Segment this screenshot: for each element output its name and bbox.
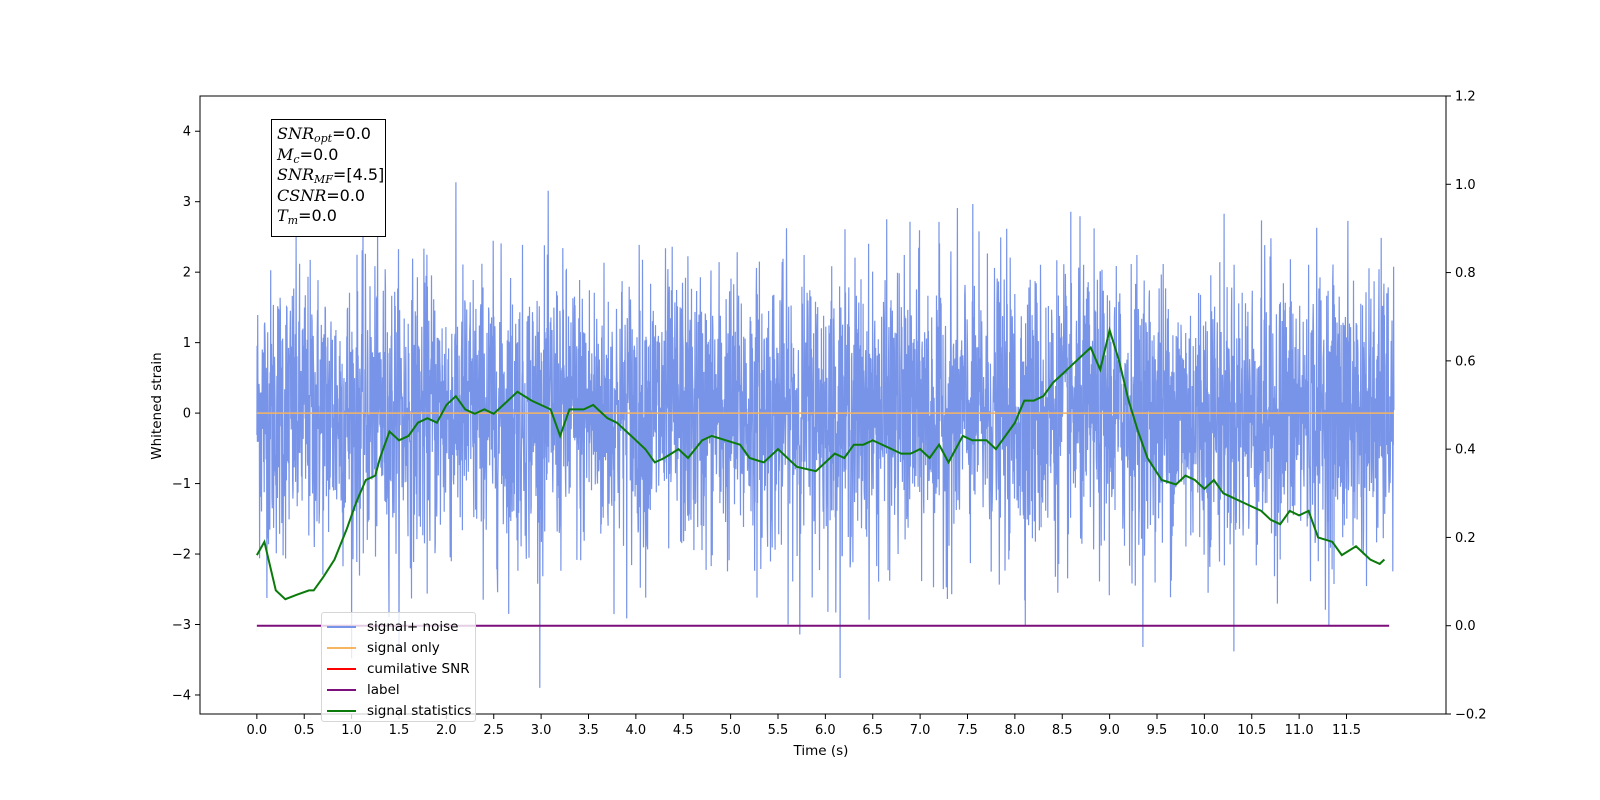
x-tick-label: 4.0 — [626, 723, 647, 738]
y2-tick-label: 0.6 — [1455, 354, 1476, 369]
x-tick-label: 3.5 — [578, 723, 599, 738]
y-tick-label: 3 — [183, 195, 191, 210]
x-tick-label: 4.5 — [673, 723, 694, 738]
y-tick-label: −4 — [172, 688, 191, 703]
y2-tick-label: 1.2 — [1455, 90, 1476, 105]
y-axis-left: 4 3 2 1 0 −1 −2 −3 −4 — [172, 125, 200, 703]
x-tick-label: 6.0 — [815, 723, 836, 738]
y2-tick-label: 0.0 — [1455, 619, 1476, 634]
info-csnr: CSNR=0.0 — [277, 185, 366, 205]
y2-tick-label: −0.2 — [1455, 708, 1487, 723]
signal-noise-line — [256, 182, 1395, 688]
x-tick-label: 9.0 — [1099, 723, 1120, 738]
info-tm: Tm=0.0 — [277, 206, 337, 227]
x-tick-label: 7.0 — [910, 723, 931, 738]
x-tick-label: 11.0 — [1285, 723, 1314, 738]
y-tick-label: 1 — [183, 336, 191, 351]
y-axis-label: Whitened strain — [149, 352, 165, 459]
y2-tick-label: 0.8 — [1455, 266, 1476, 281]
y2-tick-label: 1.0 — [1455, 178, 1476, 193]
x-tick-label: 3.0 — [531, 723, 552, 738]
x-tick-label: 10.0 — [1190, 723, 1219, 738]
y-tick-label: −1 — [172, 477, 191, 492]
signal-statistics-line — [256, 326, 1386, 601]
legend-item-label: label — [327, 679, 475, 700]
x-tick-label: 1.0 — [341, 723, 362, 738]
y2-tick-label: 0.2 — [1455, 531, 1476, 546]
legend-swatch — [327, 625, 356, 628]
x-axis-label: Time (s) — [793, 743, 849, 759]
info-mc: Mc=0.0 — [277, 144, 339, 166]
x-tick-label: 9.5 — [1147, 723, 1168, 738]
x-tick-label: 2.0 — [436, 723, 457, 738]
x-tick-label: 5.5 — [768, 723, 789, 738]
y-tick-label: −2 — [172, 548, 191, 563]
x-tick-label: 7.5 — [957, 723, 978, 738]
x-tick-label: 0.5 — [294, 723, 315, 738]
signal-noise-series — [256, 182, 1395, 688]
y2-tick-label: 0.4 — [1455, 443, 1476, 458]
info-snr-opt: SNRopt=0.0 — [277, 124, 371, 145]
x-tick-label: 8.5 — [1052, 723, 1073, 738]
y-tick-label: 2 — [183, 266, 191, 281]
x-tick-label: 6.5 — [862, 723, 883, 738]
x-tick-label: 2.5 — [483, 723, 504, 738]
x-tick-label: 8.0 — [1005, 723, 1026, 738]
x-tick-label: 0.0 — [247, 723, 268, 738]
info-box: SNRopt=0.0 Mc=0.0 SNRMF=[4.5] CSNR=0.0 T… — [271, 119, 386, 237]
x-tick-label: 5.0 — [720, 723, 741, 738]
x-tick-label: 11.5 — [1332, 723, 1361, 738]
x-axis: 0.0 0.5 1.0 1.5 2.0 2.5 3.0 3.5 4.0 4.5 5.0 5.5 6.0 6… — [247, 714, 1361, 738]
y-tick-label: −3 — [172, 618, 191, 633]
legend-swatch — [327, 646, 356, 649]
legend-item-signal-only: signal only — [327, 637, 475, 658]
legend-item-signal-statistics: signal statistics — [327, 700, 475, 721]
y-tick-label: 0 — [183, 407, 191, 422]
x-tick-label: 1.5 — [389, 723, 410, 738]
legend: signal+ noise signal only cumilative SNR… — [321, 612, 476, 722]
legend-swatch — [327, 709, 356, 712]
legend-item-cumilative-snr: cumilative SNR — [327, 658, 475, 679]
plot-frame — [199, 95, 1447, 715]
y-axis-right: 1.2 1.0 0.8 0.6 0.4 0.2 0.0 −0.2 — [1446, 90, 1487, 723]
x-tick-label: 10.5 — [1237, 723, 1266, 738]
legend-swatch — [327, 688, 356, 691]
legend-item-signal-noise: signal+ noise — [327, 616, 475, 637]
y-tick-label: 4 — [183, 125, 191, 140]
info-snr-mf: SNRMF=[4.5] — [277, 165, 385, 186]
legend-swatch — [327, 667, 356, 670]
